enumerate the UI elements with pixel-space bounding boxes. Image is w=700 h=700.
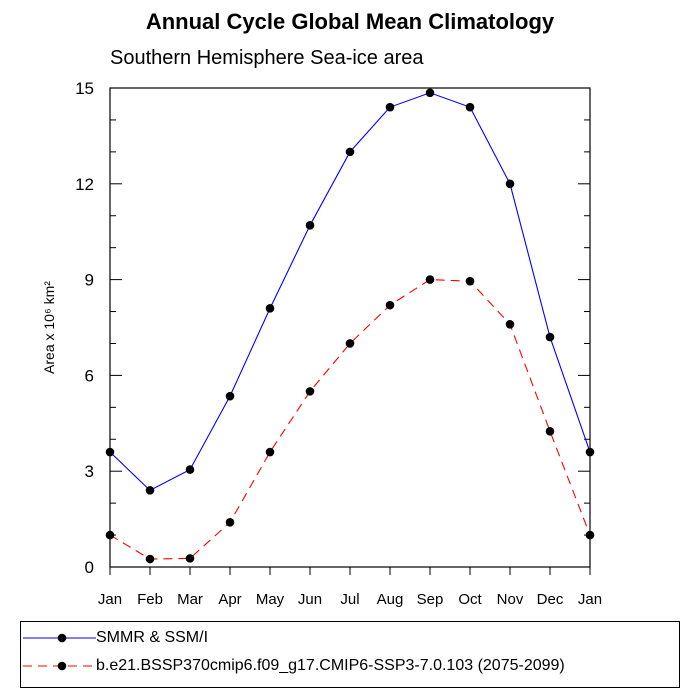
data-point-series-2 — [145, 554, 155, 564]
y-tick-label: 3 — [85, 462, 94, 481]
data-point-series-2 — [505, 320, 515, 329]
data-point-series-2 — [305, 387, 315, 396]
plot-frame — [109, 87, 591, 568]
x-tick-label: Dec — [537, 591, 564, 608]
line-chart: 0 3 6 9 12 15 Jan Feb Mar Apr May Jun Jul Aug Sep Oct No… — [41, 79, 602, 608]
data-point-series-1 — [585, 447, 595, 457]
data-point-series-1 — [385, 102, 395, 112]
data-point-series-2 — [425, 275, 435, 284]
data-point-series-2 — [545, 426, 555, 436]
data-point-series-1 — [465, 102, 475, 112]
y-tick-label: 12 — [75, 175, 94, 194]
x-tick-label: May — [256, 591, 285, 608]
data-point-series-1 — [345, 147, 355, 157]
data-point-series-2 — [185, 554, 195, 563]
data-point-series-2 — [465, 276, 475, 286]
data-point-series-2 — [345, 339, 355, 348]
data-point-series-2 — [225, 517, 235, 527]
chart-subtitle: Southern Hemisphere Sea-ice area — [110, 47, 424, 69]
y-tick-label: 9 — [85, 271, 94, 290]
x-tick-label: Apr — [218, 591, 241, 608]
data-point-series-2 — [585, 530, 595, 540]
y-tick-label: 0 — [85, 558, 94, 577]
data-point-series-1 — [145, 486, 155, 495]
data-point-series-1 — [425, 88, 435, 98]
data-point-series-2 — [265, 447, 275, 457]
data-point-series-1 — [545, 332, 555, 342]
x-tick-label: Jun — [298, 591, 322, 608]
x-tick-label: Aug — [377, 591, 404, 608]
data-point-series-2 — [105, 530, 115, 540]
x-tick-label: Jan — [578, 591, 602, 608]
x-tick-label: Sep — [417, 591, 444, 608]
legend-swatch-series-1 — [23, 633, 96, 643]
data-point-series-2 — [385, 300, 395, 310]
data-point-series-1 — [225, 391, 235, 401]
legend-swatch-series-2 — [23, 661, 96, 671]
data-point-series-1 — [185, 465, 195, 474]
data-point-series-1 — [305, 221, 315, 230]
data-point-series-1 — [105, 447, 115, 457]
chart-title: Annual Cycle Global Mean Climatology — [145, 9, 555, 34]
x-tick-label: Oct — [458, 591, 482, 608]
x-tick-label: Mar — [177, 591, 203, 608]
x-tick-label: Feb — [137, 591, 163, 608]
y-tick-label: 15 — [75, 79, 94, 98]
legend-label-series-2: b.e21.BSSP370cmip6.f09_g17.CMIP6-SSP3-7.… — [96, 657, 565, 674]
legend-marker-sample — [57, 633, 67, 643]
series-line-2 — [109, 279, 591, 560]
legend-label-series-1: SMMR & SSM/I — [96, 629, 209, 646]
y-tick-label: 6 — [85, 366, 94, 385]
legend-item-series-2: b.e21.BSSP370cmip6.f09_g17.CMIP6-SSP3-7.… — [21, 653, 565, 679]
legend-marker-sample — [57, 661, 67, 671]
legend-item-series-1: SMMR & SSM/I — [21, 625, 208, 651]
y-axis-label: Area x 10⁶ km² — [41, 281, 57, 374]
data-point-series-1 — [505, 179, 515, 189]
data-point-series-1 — [265, 304, 275, 313]
x-tick-label: Nov — [497, 591, 524, 608]
legend: SMMR & SSM/I b.e21.BSSP370cmip6.f09_g17.… — [20, 621, 680, 688]
x-tick-label: Jan — [98, 591, 122, 608]
x-tick-label: Jul — [340, 591, 359, 608]
